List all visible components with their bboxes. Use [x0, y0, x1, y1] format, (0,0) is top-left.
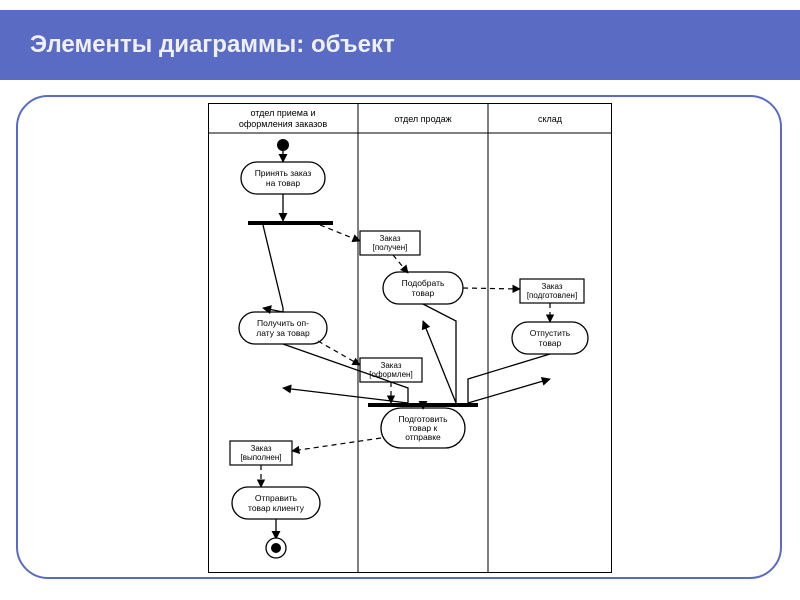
activity-diagram: отдел приема иоформления заказов отдел пр…: [208, 103, 612, 573]
edge: [423, 304, 456, 403]
svg-text:отдел продаж: отдел продаж: [394, 114, 451, 124]
edge: [468, 354, 550, 403]
edge: [263, 225, 283, 312]
svg-text:Принять заказ: Принять заказ: [255, 168, 312, 178]
svg-text:отдел приема и: отдел приема и: [251, 108, 316, 118]
svg-text:лату за товар: лату за товар: [256, 328, 310, 338]
svg-text:Отпустить: Отпустить: [530, 328, 571, 338]
svg-text:Заказ: Заказ: [381, 361, 402, 370]
svg-text:[получен]: [получен]: [373, 243, 408, 252]
syncbar-b1: [248, 221, 333, 225]
svg-text:оформления заказов: оформления заказов: [239, 119, 327, 129]
svg-text:Заказ: Заказ: [380, 234, 401, 243]
syncbar-b2: [368, 403, 478, 407]
svg-text:Отправить: Отправить: [255, 493, 298, 503]
slide-title: Элементы диаграммы: объект: [30, 31, 395, 59]
svg-text:[оформлен]: [оформлен]: [369, 370, 412, 379]
slide-frame: отдел приема иоформления заказов отдел пр…: [16, 95, 782, 579]
slide-title-bar: Элементы диаграммы: объект: [0, 10, 800, 80]
object-flow: [292, 438, 381, 451]
svg-text:Заказ: Заказ: [542, 282, 563, 291]
svg-text:склад: склад: [538, 114, 563, 124]
svg-text:[выполнен]: [выполнен]: [240, 453, 281, 462]
svg-text:на товар: на товар: [266, 178, 300, 188]
svg-text:[подготовлен]: [подготовлен]: [527, 291, 577, 300]
svg-text:товар: товар: [539, 338, 562, 348]
svg-text:товар: товар: [412, 288, 435, 298]
object-flow: [463, 288, 520, 289]
svg-text:отправке: отправке: [405, 432, 441, 442]
svg-text:Подобрать: Подобрать: [402, 278, 445, 288]
svg-text:товар клиенту: товар клиенту: [248, 503, 305, 513]
svg-text:Получить оп-: Получить оп-: [257, 318, 309, 328]
object-flow: [320, 225, 360, 241]
object-flow: [318, 341, 360, 365]
svg-text:Заказ: Заказ: [251, 444, 272, 453]
diagram-svg: отдел приема иоформления заказов отдел пр…: [208, 103, 612, 573]
object-flow: [393, 255, 408, 273]
